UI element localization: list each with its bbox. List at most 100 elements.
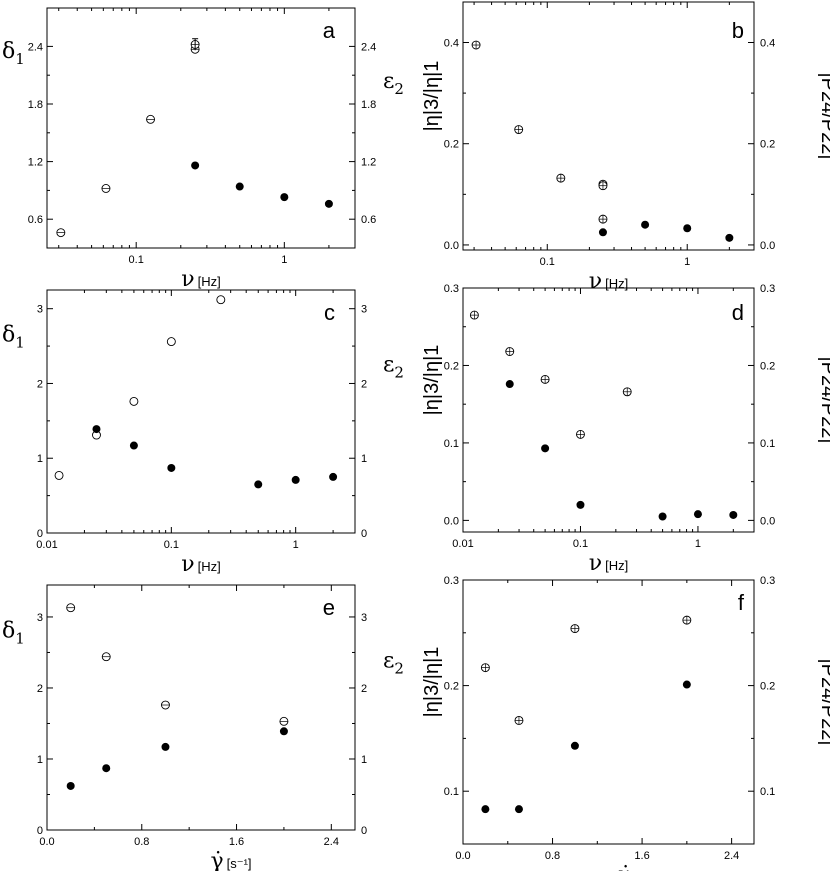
x-tick-label: 2.4 xyxy=(724,850,739,862)
x-axis-label: ν [Hz] xyxy=(589,269,629,294)
y-axis-label: |η|3/|η|1 xyxy=(421,647,443,718)
y-tick-label: 1.8 xyxy=(28,99,43,111)
right-y-tick-label: 1 xyxy=(361,754,367,766)
y-axis-label-base: δ xyxy=(2,323,15,348)
data-point-filled xyxy=(570,741,579,750)
data-point-filled xyxy=(92,425,101,434)
right-y-tick-label: 0.1 xyxy=(760,786,775,798)
y-tick-label: 0.4 xyxy=(444,37,459,49)
data-point-filled xyxy=(161,742,170,751)
data-point-filled xyxy=(693,510,702,519)
data-point-filled xyxy=(191,161,200,170)
data-point-filled xyxy=(329,472,338,481)
plot-frame xyxy=(46,289,356,534)
x-axis-label: γ̇[s⁻¹] xyxy=(618,863,659,871)
y-tick-label: 0.0 xyxy=(444,515,459,527)
data-point-filled xyxy=(102,764,111,773)
right-y-axis-label-base: ε xyxy=(383,353,394,378)
x-tick-label: 0.1 xyxy=(573,538,588,550)
y-axis-label: δ1 xyxy=(2,323,25,352)
data-point-filled xyxy=(683,224,692,233)
x-tick-label: 0.8 xyxy=(545,850,560,862)
panel-letter: f xyxy=(738,590,745,615)
data-point-filled xyxy=(280,193,289,202)
plot-frame xyxy=(46,7,356,249)
right-y-tick-label: 1.8 xyxy=(361,99,376,111)
panel-f: 0.0 0.8 1.6 2.4 0.1 0.2 0.3 0.1 0.2 0.3 f γ̇[s⁻¹] |η… xyxy=(421,575,830,871)
right-y-axis-label: ε2 xyxy=(383,69,404,98)
y-tick-label: 3 xyxy=(37,612,43,624)
y-axis-label-sub: 1 xyxy=(15,334,25,352)
x-tick-label: 0.0 xyxy=(39,836,54,848)
data-point-filled xyxy=(291,475,300,484)
right-y-axis-label: ε2 xyxy=(383,649,404,678)
y-tick-label: 2 xyxy=(37,683,43,695)
data-point-filled xyxy=(481,805,490,814)
x-tick-label: 0.8 xyxy=(134,836,149,848)
data-point-filled xyxy=(514,805,523,814)
data-point-filled xyxy=(682,680,691,689)
y-tick-label: 0 xyxy=(37,825,43,837)
y-tick-label: 1.2 xyxy=(28,157,43,169)
plot-frame xyxy=(46,584,356,831)
x-tick-label: 1.6 xyxy=(229,836,244,848)
data-point-filled xyxy=(541,444,550,453)
x-axis-symbol: ν xyxy=(589,269,602,294)
y-tick-label: 0.3 xyxy=(444,283,459,295)
x-axis-symbol: ν xyxy=(181,267,194,292)
panel-letter: a xyxy=(323,18,336,43)
right-y-axis-label: |P24/P22| xyxy=(817,658,830,745)
right-y-tick-label: 0.0 xyxy=(760,515,775,527)
y-tick-label: 0.6 xyxy=(28,214,43,226)
panel-letter: b xyxy=(732,18,744,43)
y-axis-label: δ1 xyxy=(2,39,25,68)
x-axis-unit: [Hz] xyxy=(605,276,628,291)
right-y-tick-label: 1.2 xyxy=(361,157,376,169)
x-axis-symbol: ν xyxy=(589,551,602,576)
right-y-axis-label-sub: 2 xyxy=(394,80,404,98)
data-point-filled xyxy=(598,228,607,237)
x-axis-label: ν [Hz] xyxy=(589,551,629,576)
x-tick-label: 0.01 xyxy=(452,538,473,550)
y-tick-label: 0.0 xyxy=(444,240,459,252)
data-point-filled xyxy=(729,510,738,519)
y-axis-label-sub: 1 xyxy=(15,630,25,648)
data-point-open xyxy=(129,396,139,406)
right-y-tick-label: 0.4 xyxy=(760,37,775,49)
right-y-tick-label: 0.3 xyxy=(760,575,775,587)
y-tick-label: 0.2 xyxy=(444,360,459,372)
right-y-axis-label: |P24/P22| xyxy=(817,356,830,443)
panel-letter: c xyxy=(324,300,335,325)
data-point-open xyxy=(54,470,64,480)
y-tick-label: 0.1 xyxy=(444,786,459,798)
right-y-tick-label: 0.0 xyxy=(760,240,775,252)
x-tick-label: 1 xyxy=(293,539,299,551)
right-y-tick-label: 1 xyxy=(361,453,367,465)
data-point-filled xyxy=(254,480,263,489)
panel-b: 0.1 1 0.0 0.2 0.4 0.0 0.2 0.4 b ν [Hz] |η|3/|η|1 |P2… xyxy=(421,1,830,294)
data-point-filled xyxy=(658,512,667,521)
x-tick-label: 0.01 xyxy=(36,539,57,551)
y-tick-label: 1 xyxy=(37,754,43,766)
x-tick-label: 1 xyxy=(684,256,690,268)
right-y-tick-label: 0 xyxy=(361,825,367,837)
y-tick-label: 2 xyxy=(37,378,43,390)
plot-frame xyxy=(462,287,755,533)
data-point-filled xyxy=(66,781,75,790)
x-tick-label: 0.1 xyxy=(540,256,555,268)
data-point-filled xyxy=(279,727,288,736)
x-tick-label: 1 xyxy=(281,254,287,266)
x-tick-label: 1.6 xyxy=(634,850,649,862)
y-tick-label: 0.1 xyxy=(444,438,459,450)
plot-frame xyxy=(462,1,755,251)
y-axis-label: |η|3/|η|1 xyxy=(421,61,443,132)
y-tick-label: 1 xyxy=(37,453,43,465)
y-tick-label: 0 xyxy=(37,528,43,540)
y-tick-label: 2.4 xyxy=(28,41,43,53)
x-axis-label: ν [Hz] xyxy=(181,267,221,292)
y-axis-label: δ1 xyxy=(2,619,25,648)
data-point-filled xyxy=(167,463,176,472)
